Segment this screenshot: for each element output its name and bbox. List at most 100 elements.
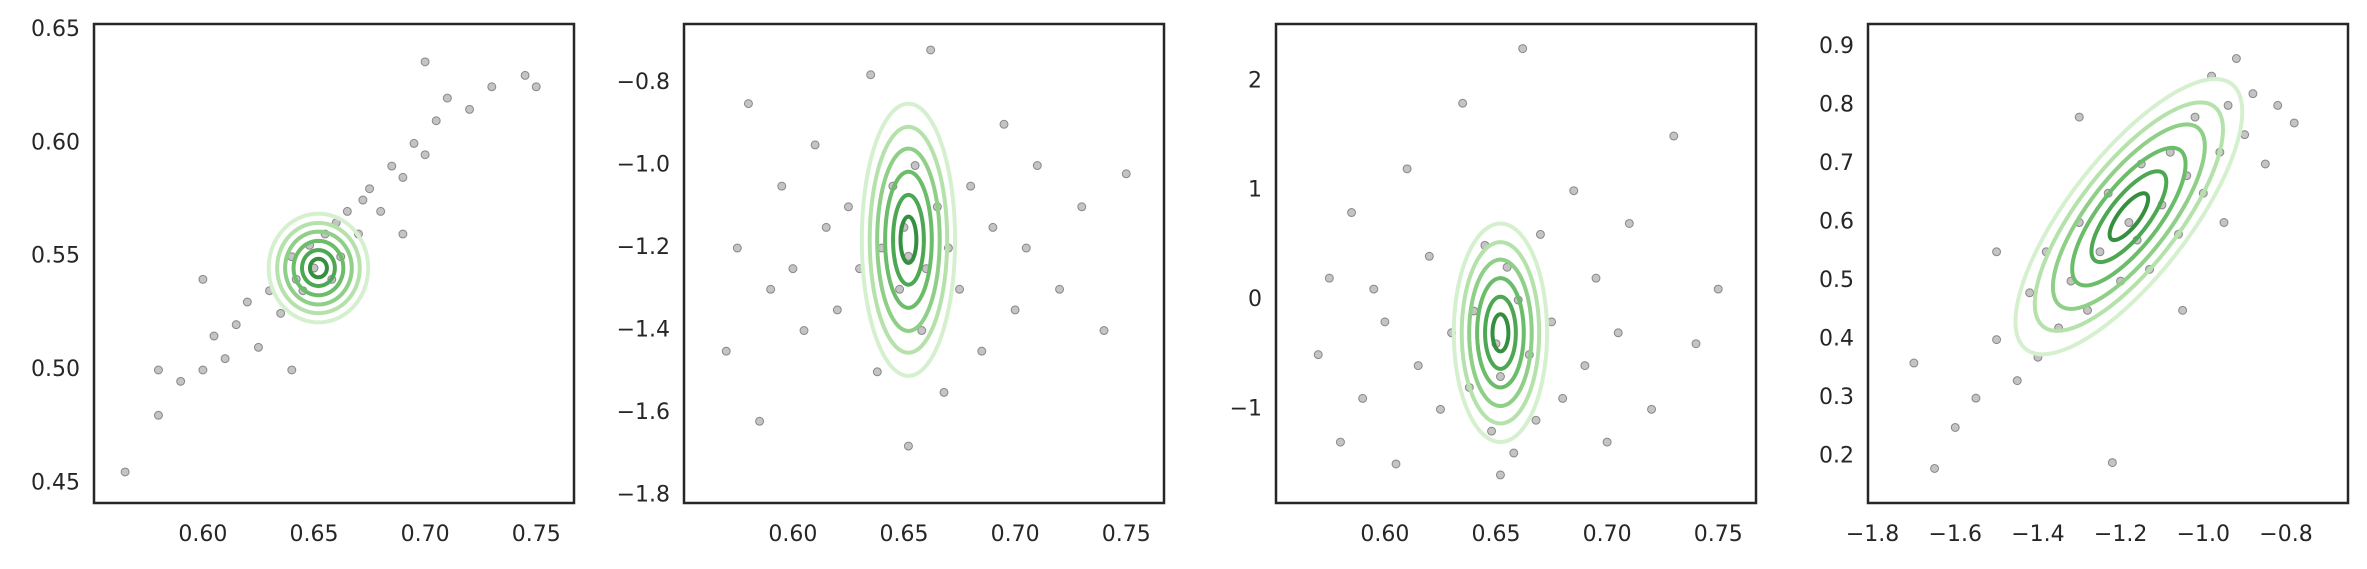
scatter-point [420, 150, 430, 160]
x-tick-label: 0.75 [1694, 522, 1743, 547]
scatter-point [1495, 372, 1505, 382]
scatter-point [843, 202, 853, 212]
scatter-point [365, 184, 375, 194]
y-tick-label: 0.6 [1819, 210, 1854, 235]
scatter-point [2012, 376, 2022, 386]
y-tick-label: 0.65 [31, 17, 80, 42]
scatter-point [2248, 89, 2258, 99]
y-tick-label: 2 [1248, 68, 1262, 93]
scatter-point [1624, 218, 1634, 228]
scatter-point [465, 104, 475, 114]
scatter-point [1402, 164, 1412, 174]
contour [1451, 221, 1550, 445]
scatter-point [1971, 393, 1981, 403]
x-tick-label: −1.4 [2011, 522, 2064, 547]
contour [867, 124, 950, 355]
scatter-point [1647, 404, 1657, 414]
scatter-point [1531, 415, 1541, 425]
scatter-point [420, 57, 430, 67]
scatter-point [917, 326, 927, 336]
scatter-point [242, 297, 252, 307]
y-tick-label: 0.7 [1819, 151, 1854, 176]
scatter-point [1669, 131, 1679, 141]
contour [891, 192, 926, 287]
scatter-point [2095, 247, 2105, 257]
scatter-point [1602, 437, 1612, 447]
contour [291, 238, 346, 298]
scatter-point [409, 138, 419, 148]
scatter-point [2289, 118, 2299, 128]
scatter-point [1535, 229, 1545, 239]
scatter-point [358, 195, 368, 205]
scatter-point [926, 45, 936, 55]
x-tick-label: 0.60 [178, 522, 227, 547]
scatter-point [1909, 358, 1919, 368]
scatter-point [755, 416, 765, 426]
x-tick-label: −1.0 [2177, 522, 2230, 547]
scatter-point [342, 206, 352, 216]
scatter-point [766, 284, 776, 294]
y-tick-label: −0.8 [617, 70, 670, 95]
scatter-point [176, 376, 186, 386]
contour [1459, 240, 1542, 426]
contour [875, 146, 942, 334]
scatter-point [287, 365, 297, 375]
axes-frame [92, 22, 576, 505]
x-tick-label: −1.2 [2094, 522, 2147, 547]
y-tick-label: 0.45 [31, 470, 80, 495]
scatter-point [721, 346, 731, 356]
y-tick-label: 0.8 [1819, 92, 1854, 117]
x-tick-label: 0.60 [768, 522, 817, 547]
scatter-point [531, 82, 541, 92]
scatter-point [799, 326, 809, 336]
scatter-point [276, 308, 286, 318]
scatter-point [1435, 404, 1445, 414]
scatter-point [939, 387, 949, 397]
contour [1483, 294, 1518, 371]
scatter-point [1992, 335, 2002, 345]
contour [266, 211, 371, 325]
contour [883, 169, 934, 310]
contour [275, 220, 362, 316]
scatter-point [1713, 284, 1723, 294]
scatter-point [966, 181, 976, 191]
scatter-point [398, 229, 408, 239]
scatter-point [1324, 273, 1334, 283]
y-tick-label: −1.6 [617, 400, 670, 425]
x-tick-label: 0.70 [401, 522, 450, 547]
scatter-point [955, 284, 965, 294]
axes-frame [682, 22, 1166, 505]
scatter-point [1347, 208, 1357, 218]
scatter-point [1313, 350, 1323, 360]
scatter-point [1121, 169, 1131, 179]
scatter-point [895, 284, 905, 294]
contour [283, 229, 354, 307]
contour [2013, 76, 2245, 357]
scatter-point [1424, 251, 1434, 261]
scatter-point [1591, 273, 1601, 283]
scatter-point [1010, 305, 1020, 315]
x-tick-label: 0.75 [512, 522, 561, 547]
scatter-point [1055, 284, 1065, 294]
scatter-point [1099, 326, 1109, 336]
x-tick-label: 0.60 [1360, 522, 1409, 547]
scatter-point [832, 305, 842, 315]
scatter-point [872, 367, 882, 377]
y-tick-label: 0.60 [31, 130, 80, 155]
scatter-point [988, 222, 998, 232]
scatter-point [788, 264, 798, 274]
axes-frame [1866, 22, 2350, 505]
y-tick-label: −1.8 [617, 483, 670, 508]
y-tick-label: −1.2 [617, 235, 670, 260]
scatter-point [2190, 112, 2200, 122]
x-tick-label: 0.70 [1583, 522, 1632, 547]
scatter-point [1380, 317, 1390, 327]
y-tick-label: 0.55 [31, 244, 80, 269]
scatter-point [376, 206, 386, 216]
scatter-point [821, 222, 831, 232]
scatter-point [2219, 218, 2229, 228]
y-tick-label: −1.4 [617, 318, 670, 343]
scatter-point [1992, 247, 2002, 257]
scatter-point [1032, 161, 1042, 171]
